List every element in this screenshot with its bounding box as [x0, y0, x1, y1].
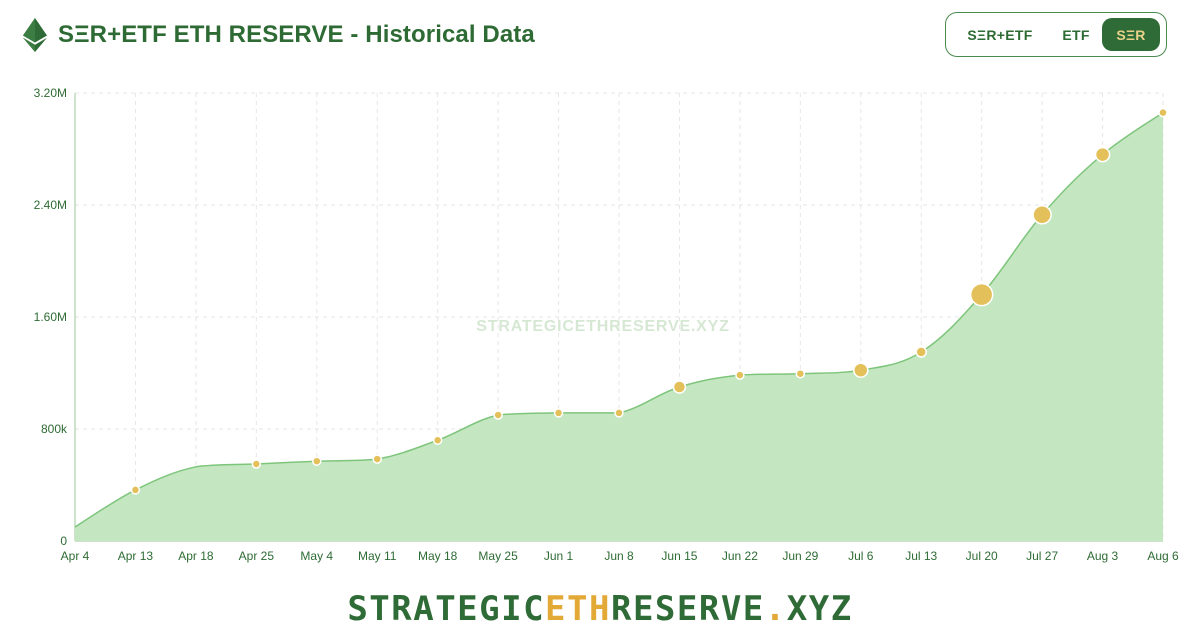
x-tick-label: May 18 — [418, 549, 458, 563]
x-tick-label: May 25 — [478, 549, 518, 563]
toggle-ser[interactable]: SΞR — [1102, 18, 1160, 51]
x-tick-label: Aug 3 — [1087, 549, 1119, 563]
footer-xyz: XYZ — [786, 589, 853, 629]
watermark: STRATEGICETHRESERVE.XYZ — [476, 318, 729, 335]
chart: STRATEGICETHRESERVE.XYZ 0 800k 1.60M 2.40M 3… — [34, 86, 1179, 563]
x-tick-label: Apr 18 — [178, 549, 214, 563]
x-tick-label: Jul 27 — [1026, 549, 1058, 563]
y-tick-label: 0 — [60, 534, 67, 548]
y-tick-label: 3.20M — [34, 86, 67, 100]
page-title: SΞR+ETF ETH RESERVE - Historical Data — [58, 21, 535, 48]
data-markers — [130, 107, 1168, 495]
data-point[interactable] — [853, 362, 869, 378]
x-tick-label: Jun 22 — [722, 549, 758, 563]
x-tick-label: May 4 — [300, 549, 333, 563]
data-point[interactable] — [795, 368, 806, 379]
data-point[interactable] — [372, 454, 382, 464]
data-point[interactable] — [432, 435, 443, 445]
x-axis-ticks: Apr 4 Apr 13 Apr 18 Apr 25 May 4 May 11 May 18… — [61, 549, 1179, 563]
x-tick-label: May 11 — [358, 549, 397, 563]
data-point[interactable] — [1094, 146, 1111, 163]
x-tick-label: Jun 8 — [604, 549, 634, 563]
y-tick-label: 2.40M — [34, 198, 67, 212]
data-point[interactable] — [553, 408, 564, 418]
data-point[interactable] — [735, 370, 745, 380]
x-tick-label: Jul 20 — [966, 549, 998, 563]
x-tick-label: Jul 6 — [848, 549, 874, 563]
data-point[interactable] — [1032, 205, 1052, 225]
footer-eth: ETH — [545, 589, 611, 629]
area-fill — [75, 112, 1163, 541]
toggle-etf[interactable]: ETF — [1062, 26, 1090, 43]
data-point[interactable] — [130, 485, 141, 495]
data-point[interactable] — [915, 346, 927, 358]
footer-strategic: STRATEGIC — [347, 589, 546, 629]
data-point[interactable] — [969, 282, 994, 307]
x-tick-label: Jun 1 — [544, 549, 574, 563]
x-tick-label: Jul 13 — [905, 549, 937, 563]
x-tick-label: Jun 29 — [782, 549, 818, 563]
ethereum-icon — [23, 18, 47, 52]
header: SΞR+ETF ETH RESERVE - Historical Data — [22, 14, 535, 56]
toggle-ser-etf[interactable]: SΞR+ETF — [967, 26, 1033, 43]
data-point[interactable] — [1158, 107, 1168, 118]
data-point[interactable] — [672, 380, 687, 394]
x-tick-label: Aug 6 — [1147, 549, 1179, 563]
data-point[interactable] — [614, 408, 624, 418]
y-tick-label: 1.60M — [34, 310, 67, 324]
data-point[interactable] — [312, 456, 322, 466]
dataset-toggle: SΞR+ETF ETF SΞR — [945, 12, 1167, 57]
footer-brand: STRATEGICETHRESERVE.XYZ — [0, 584, 1200, 634]
x-tick-label: Apr 4 — [61, 549, 90, 563]
data-point[interactable] — [493, 410, 503, 420]
y-axis-ticks: 0 800k 1.60M 2.40M 3.20M — [34, 86, 68, 548]
data-point[interactable] — [251, 459, 262, 469]
x-tick-label: Jun 15 — [661, 549, 697, 563]
x-tick-label: Apr 25 — [239, 549, 275, 563]
y-tick-label: 800k — [41, 422, 68, 436]
footer-reserve: RESERVE — [610, 589, 765, 629]
footer-dot: . — [764, 589, 787, 629]
x-tick-label: Apr 13 — [118, 549, 154, 563]
